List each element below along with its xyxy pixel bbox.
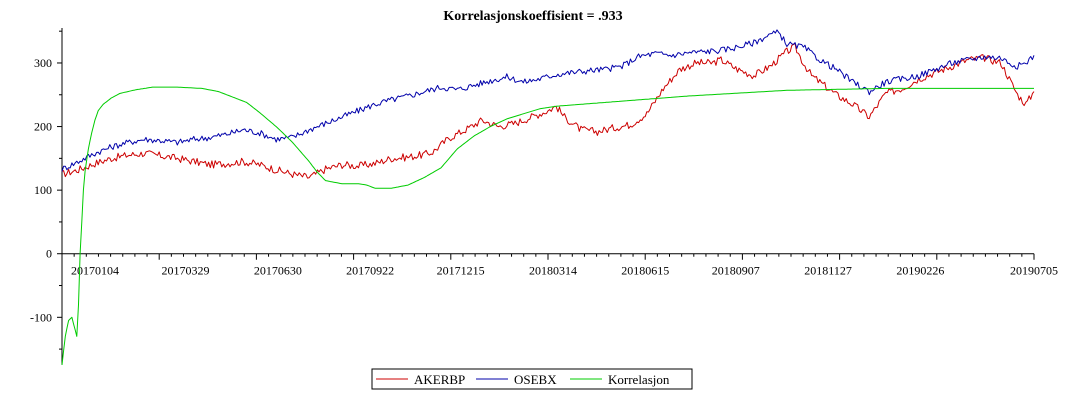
chart-title: Korrelasjonskoeffisient = .933 [443,9,622,24]
x-tick-label: 20180314 [529,264,577,278]
x-tick-label: 20181127 [804,264,852,278]
legend-label-korrelasjon: Korrelasjon [608,372,670,387]
legend: AKERBP OSEBX Korrelasjon [371,368,693,390]
y-tick-label: 200 [34,120,52,134]
x-tick-label: 20180907 [712,264,760,278]
series-line-osebx [61,29,1035,172]
y-tick-label: 0 [46,247,52,261]
y-tick-label: 100 [34,183,52,197]
y-tick-label: -100 [30,310,52,324]
x-tick-label: 20170922 [346,264,394,278]
x-tick-label: 20170104 [71,264,119,278]
x-tick-label: 20190705 [1010,264,1058,278]
legend-label-osebx: OSEBX [514,372,557,387]
x-tick-label: 20190226 [896,264,944,278]
x-tick-label: 20170630 [254,264,302,278]
series-layer [61,29,1035,366]
series-line-akerbp [61,43,1035,179]
series-line-korrelasjon [61,86,1034,366]
y-tick-label: 300 [34,56,52,70]
axes: -100 0 100 200 300 20170104 20170329 20170630 20… [30,28,1058,365]
x-tick-label: 20180615 [621,264,669,278]
x-tick-label: 20170329 [162,264,210,278]
x-tick-label: 20171215 [437,264,485,278]
legend-box [371,368,693,390]
legend-label-akerbp: AKERBP [414,372,465,387]
